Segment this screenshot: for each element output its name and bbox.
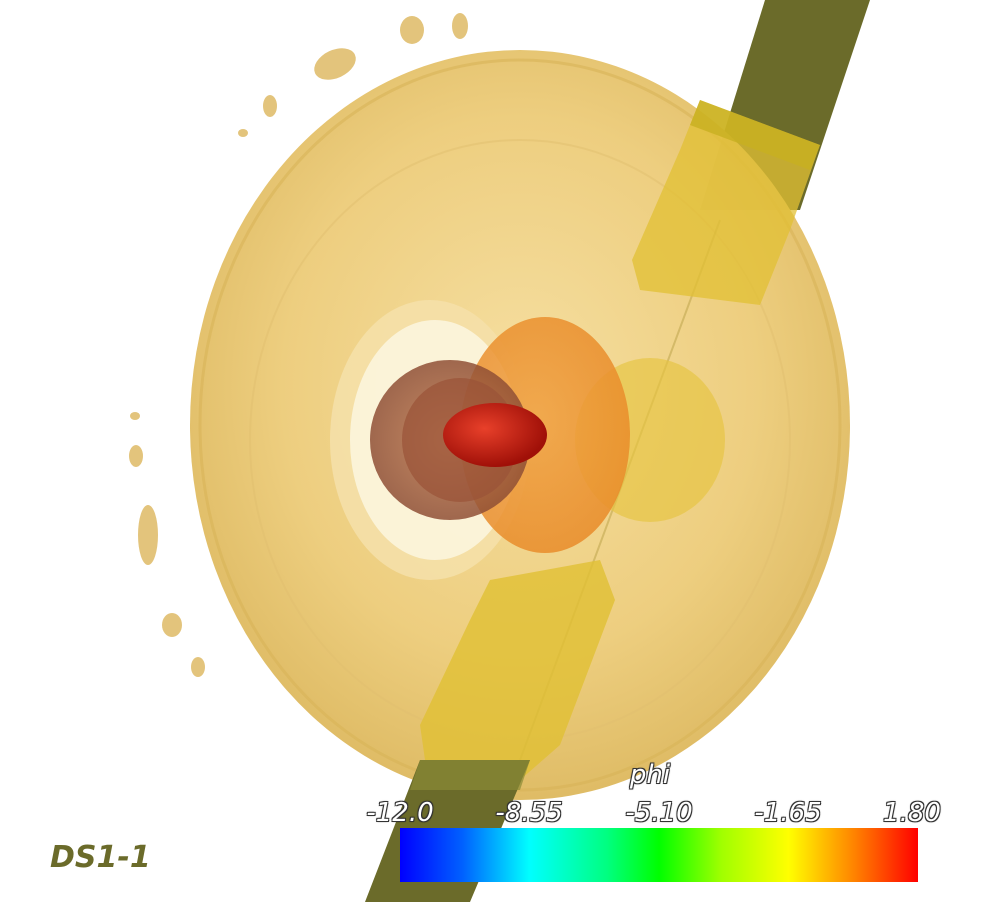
legend-title: phi	[629, 760, 671, 790]
legend-tick-label: -1.65	[754, 798, 822, 828]
lower-sleeve	[420, 560, 615, 780]
legend-tick-label: -5.10	[625, 798, 693, 828]
red-core	[443, 403, 547, 467]
scattered-blobs	[129, 13, 468, 677]
legend-tick-label: 1.80	[883, 798, 941, 828]
dataset-label: DS1-1	[50, 840, 151, 875]
legend-tick-label: -8.55	[495, 798, 563, 828]
colormap-bar	[400, 828, 918, 882]
legend-tick-label: -12.0	[366, 798, 434, 828]
